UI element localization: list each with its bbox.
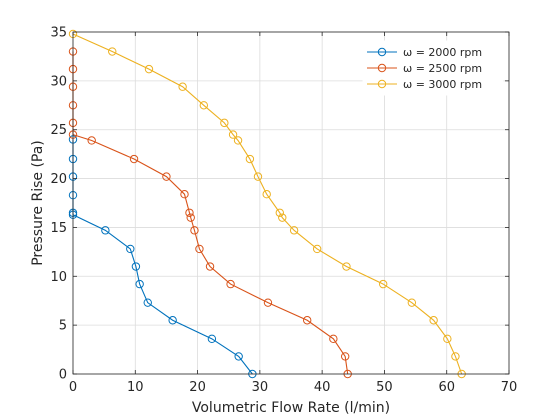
series-group — [68, 29, 466, 379]
data-point — [429, 316, 438, 325]
data-point — [443, 334, 452, 344]
data-point — [226, 279, 235, 289]
axes: 0 10 20 30 40 50 60 70 0 5 10 15 20 25 30 35 — [50, 26, 517, 396]
x-tick-label: 10 — [127, 380, 144, 395]
data-point — [185, 208, 194, 217]
data-point — [378, 279, 388, 289]
data-point — [289, 226, 299, 235]
data-point — [253, 172, 263, 181]
data-point — [135, 279, 144, 289]
series-line — [72, 33, 463, 375]
y-tick-label: 25 — [50, 123, 67, 138]
data-point — [207, 334, 217, 344]
data-point — [131, 262, 141, 271]
data-point — [234, 352, 243, 361]
data-point — [262, 190, 271, 199]
data-point — [302, 316, 312, 325]
data-point — [129, 154, 139, 164]
legend-label: ω = 3000 rpm — [403, 78, 482, 91]
data-point — [178, 82, 187, 91]
data-point — [101, 226, 110, 235]
data-point — [278, 213, 287, 222]
data-point — [144, 64, 154, 74]
data-point — [143, 298, 152, 307]
data-point — [168, 316, 177, 325]
data-point — [205, 262, 215, 271]
data-point — [162, 172, 171, 181]
x-tick-label: 40 — [314, 380, 331, 395]
y-tick-label: 5 — [59, 319, 67, 334]
data-point — [190, 226, 199, 235]
data-point — [407, 298, 417, 307]
data-point — [220, 118, 229, 128]
y-tick-label: 30 — [50, 74, 67, 89]
legend-marker — [377, 79, 387, 89]
data-point — [451, 352, 460, 361]
x-tick-label: 30 — [252, 380, 269, 395]
y-axis-label: Pressure Rise (Pa) — [30, 140, 46, 266]
data-point — [245, 154, 255, 164]
data-point — [126, 244, 135, 254]
data-point — [228, 130, 238, 139]
x-tick-label: 70 — [501, 380, 518, 395]
x-tick-label: 20 — [189, 380, 206, 395]
x-tick-label: 0 — [69, 380, 77, 395]
legend-marker — [377, 47, 387, 57]
legend-label: ω = 2000 rpm — [403, 46, 482, 59]
legend: ω = 2000 rpm ω = 2500 rpm ω = 3000 rpm — [362, 40, 504, 96]
legend-marker — [377, 63, 387, 73]
data-point — [329, 334, 338, 344]
x-axis-label: Volumetric Flow Rate (l/min) — [192, 400, 390, 416]
y-tick-label: 15 — [50, 221, 67, 236]
data-point — [342, 262, 351, 271]
data-point — [275, 208, 284, 217]
y-tick-label: 20 — [50, 172, 67, 187]
x-tick-label: 60 — [438, 380, 455, 395]
y-tick-label: 10 — [50, 270, 67, 285]
plot-frame — [72, 31, 510, 375]
data-point — [233, 136, 243, 145]
data-point — [340, 352, 350, 361]
data-point — [87, 136, 96, 145]
y-tick-label: 0 — [59, 368, 67, 383]
data-point — [199, 101, 209, 110]
data-point — [195, 244, 204, 254]
data-point — [263, 298, 273, 307]
data-point — [186, 213, 195, 222]
x-tick-label: 50 — [376, 380, 393, 395]
y-tick-label: 35 — [50, 26, 67, 41]
data-point — [108, 47, 117, 56]
legend-label: ω = 2500 rpm — [403, 62, 482, 75]
data-point — [312, 244, 322, 254]
data-point — [180, 190, 189, 199]
